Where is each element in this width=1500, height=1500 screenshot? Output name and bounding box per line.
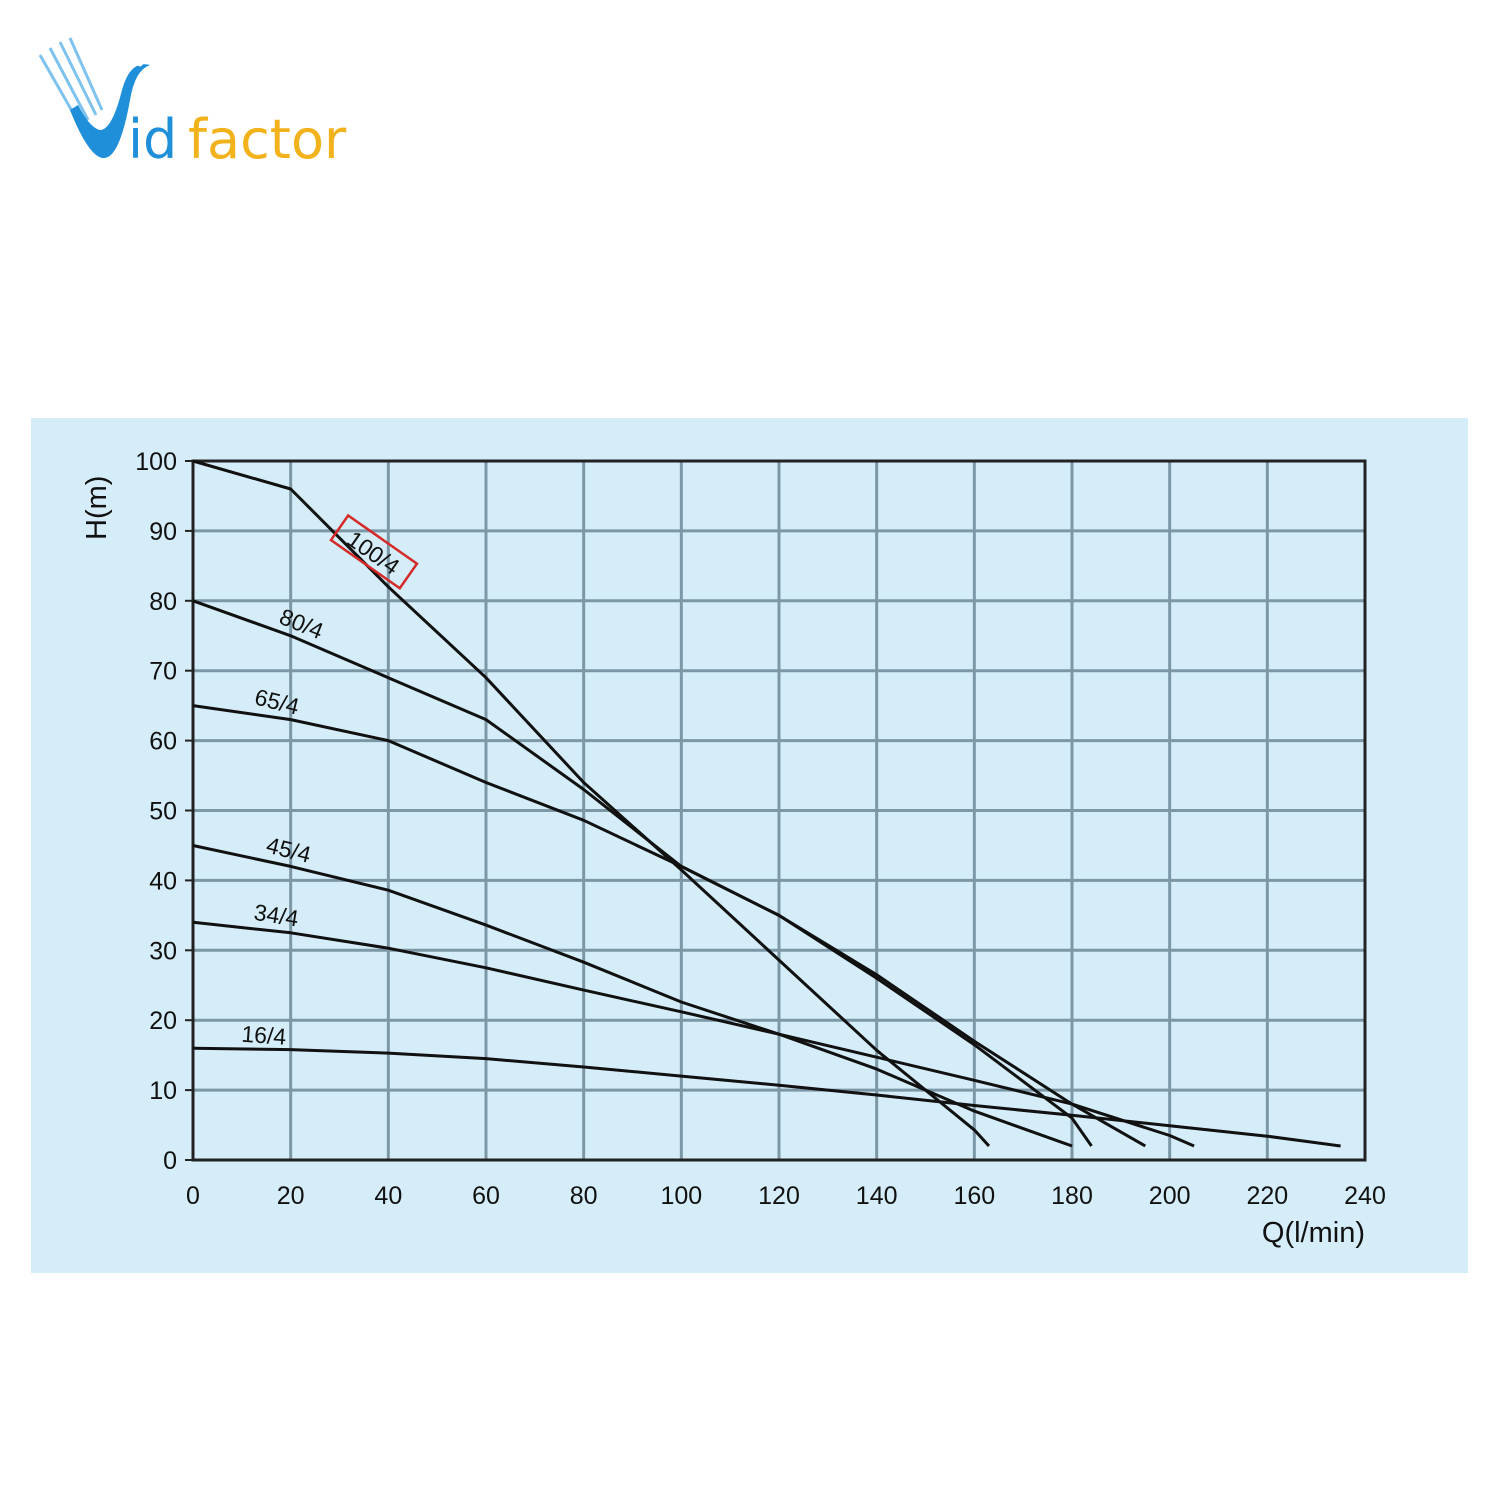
x-tick-label: 140 — [856, 1182, 898, 1210]
y-tick-label: 50 — [149, 798, 177, 826]
x-tick-label: 40 — [374, 1182, 402, 1210]
series-label-34-4: 34/4 — [252, 899, 300, 932]
series-label-16-4: 16/4 — [241, 1021, 288, 1050]
x-tick-label: 220 — [1246, 1182, 1288, 1210]
y-tick-label: 100 — [135, 448, 177, 476]
y-tick-label: 40 — [149, 867, 177, 895]
x-tick-label: 180 — [1051, 1182, 1093, 1210]
svg-text:34/4: 34/4 — [252, 899, 300, 932]
series-line-16-4 — [192, 1046, 1341, 1148]
svg-text:80/4: 80/4 — [276, 603, 327, 644]
x-tick-label: 160 — [953, 1182, 995, 1210]
highlight-box — [329, 513, 419, 590]
x-tick-label: 120 — [758, 1182, 800, 1210]
series-lines — [192, 459, 1341, 1148]
logo-text-vid: id — [128, 108, 177, 171]
vidfactor-logo: id factor — [38, 37, 347, 171]
svg-text:16/4: 16/4 — [241, 1021, 288, 1050]
x-tick-label: 60 — [472, 1182, 500, 1210]
y-tick-label: 60 — [149, 728, 177, 756]
series-label-100-4: 100/4 — [329, 513, 419, 590]
y-axis-label: H(m) — [81, 476, 113, 540]
series-line-80-4 — [192, 599, 1093, 1147]
y-tick-label: 10 — [149, 1077, 177, 1105]
x-tick-label: 20 — [277, 1182, 305, 1210]
x-tick-label: 240 — [1344, 1182, 1386, 1210]
series-label-80-4: 80/4 — [276, 603, 327, 644]
logo-text-factor: factor — [188, 108, 347, 171]
x-tick-label: 0 — [186, 1182, 200, 1210]
y-tick-label: 80 — [149, 588, 177, 616]
series-line-100-4 — [192, 459, 991, 1148]
plot-frame — [191, 459, 1367, 1162]
y-tick-label: 30 — [149, 937, 177, 965]
series-line-34-4 — [192, 920, 1195, 1148]
y-tick-label: 70 — [149, 658, 177, 686]
y-tick-label: 0 — [163, 1147, 177, 1175]
x-tick-label: 200 — [1149, 1182, 1191, 1210]
series-line-45-4 — [192, 844, 1073, 1148]
x-tick-label: 100 — [660, 1182, 702, 1210]
chart-panel — [31, 418, 1468, 1273]
tick-labels: 0 20 40 60 80 100 120 140 160 180 200 220 240 0 10 20 30… — [135, 448, 1386, 1210]
series-line-65-4 — [192, 704, 1147, 1148]
x-tick-label: 80 — [570, 1182, 598, 1210]
y-tick-label: 90 — [149, 518, 177, 546]
y-tick-label: 20 — [149, 1007, 177, 1035]
series-labels: 100/480/465/445/434/416/4 — [241, 513, 419, 1050]
grid — [185, 459, 1367, 1162]
x-axis-label: Q(l/min) — [1262, 1217, 1365, 1249]
